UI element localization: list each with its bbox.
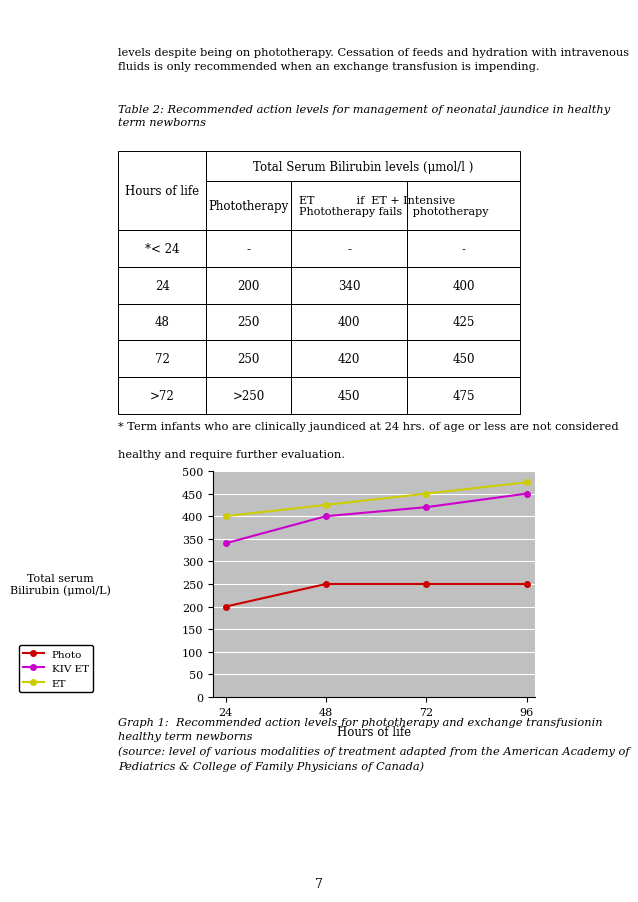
Bar [291, 182, 520, 231]
Text: ET            if  ET + Intensive
Phototherapy fails   phototherapy: ET if ET + Intensive Phototherapy fails … [299, 196, 489, 217]
Text: 48: 48 [155, 316, 170, 329]
Bar [408, 267, 520, 304]
Text: 400: 400 [338, 316, 360, 329]
Bar [291, 231, 408, 267]
Text: 24: 24 [155, 280, 170, 292]
Text: 250: 250 [237, 316, 260, 329]
Bar [118, 378, 207, 415]
Bar [118, 152, 207, 231]
Bar [118, 304, 207, 341]
Text: 450: 450 [338, 390, 360, 402]
Text: *< 24: *< 24 [145, 243, 179, 255]
Text: Graph 1:  Recommended action levels for phototherapy and exchange transfusionin
: Graph 1: Recommended action levels for p… [118, 717, 630, 771]
Text: 200: 200 [237, 280, 260, 292]
Text: Total Serum Bilirubin levels (μmol/l ): Total Serum Bilirubin levels (μmol/l ) [253, 161, 473, 173]
Text: 475: 475 [452, 390, 475, 402]
Bar [291, 304, 408, 341]
Text: >250: >250 [232, 390, 265, 402]
Text: 72: 72 [155, 353, 170, 366]
Text: 340: 340 [338, 280, 360, 292]
Text: >72: >72 [150, 390, 175, 402]
Bar [291, 267, 408, 304]
Bar [207, 378, 291, 415]
Text: -: - [347, 243, 351, 255]
Bar [207, 152, 520, 182]
Text: levels despite being on phototherapy. Cessation of feeds and hydration with intr: levels despite being on phototherapy. Ce… [118, 48, 629, 72]
Text: 425: 425 [452, 316, 475, 329]
Text: 7: 7 [315, 877, 323, 890]
Text: Phototherapy: Phototherapy [209, 200, 289, 213]
Text: 400: 400 [452, 280, 475, 292]
Bar [291, 341, 408, 378]
Text: 420: 420 [338, 353, 360, 366]
Bar [408, 231, 520, 267]
Bar [207, 231, 291, 267]
Bar [408, 304, 520, 341]
Text: -: - [462, 243, 466, 255]
Bar [207, 267, 291, 304]
Bar [118, 267, 207, 304]
Text: Hours of life: Hours of life [125, 185, 199, 198]
Text: Table 2: Recommended action levels for management of neonatal jaundice in health: Table 2: Recommended action levels for m… [118, 105, 610, 128]
Bar [118, 231, 207, 267]
Text: 450: 450 [452, 353, 475, 366]
Legend: Photo, KIV ET, ET: Photo, KIV ET, ET [19, 646, 93, 692]
Bar [408, 378, 520, 415]
Bar [207, 182, 291, 231]
Bar [207, 341, 291, 378]
Bar [408, 341, 520, 378]
X-axis label: Hours of life: Hours of life [337, 725, 411, 738]
Text: Total serum
Bilirubin (μmol/L): Total serum Bilirubin (μmol/L) [10, 574, 110, 595]
Bar [118, 341, 207, 378]
Bar [207, 304, 291, 341]
Text: 250: 250 [237, 353, 260, 366]
Text: * Term infants who are clinically jaundiced at 24 hrs. of age or less are not co: * Term infants who are clinically jaundi… [118, 421, 619, 431]
Bar [291, 378, 408, 415]
Text: -: - [247, 243, 251, 255]
Text: healthy and require further evaluation.: healthy and require further evaluation. [118, 449, 345, 459]
